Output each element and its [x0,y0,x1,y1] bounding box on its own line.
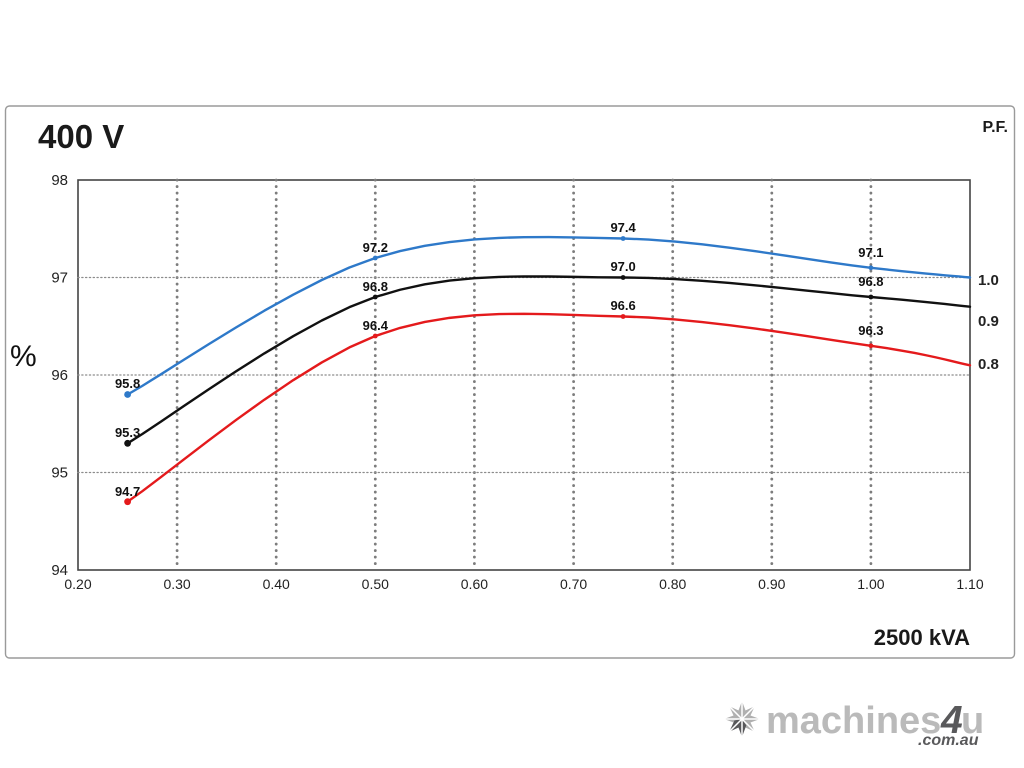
svg-text:machines: machines [766,700,941,742]
svg-text:.com.au: .com.au [918,732,979,749]
